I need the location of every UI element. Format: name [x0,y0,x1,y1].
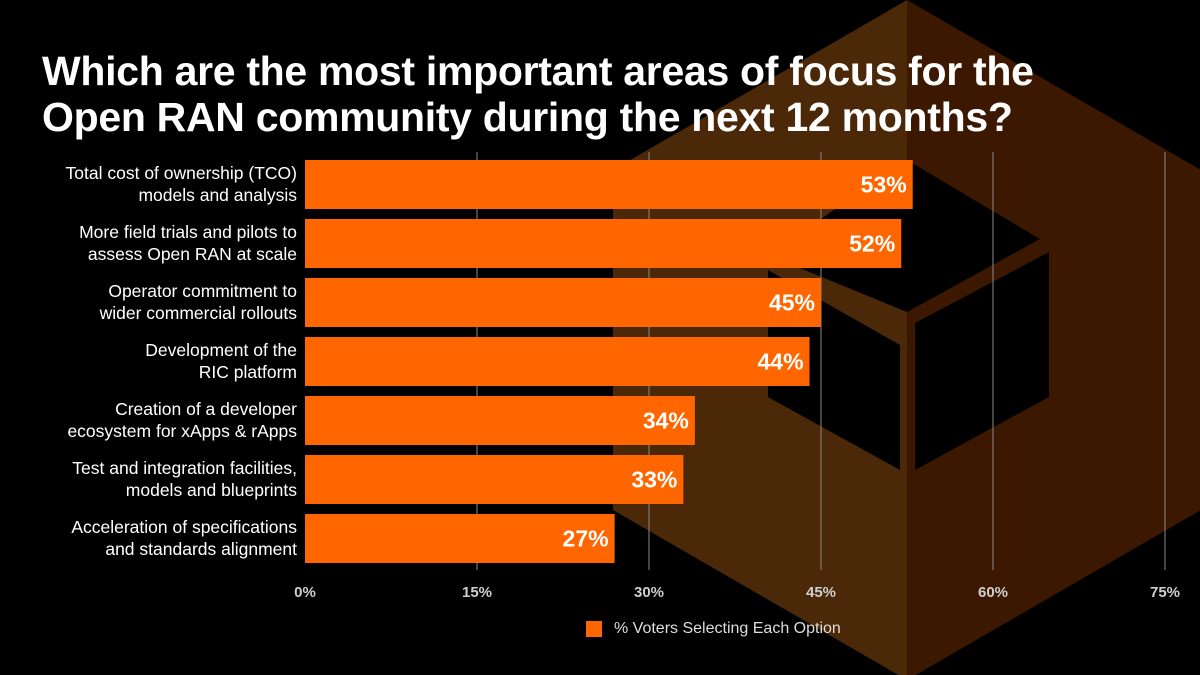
legend-swatch [586,621,602,637]
x-tick-label: 30% [634,584,664,601]
bar [305,396,695,445]
data-label: 33% [631,467,677,493]
category-label-line: models and blueprints [125,480,297,500]
data-label: 27% [563,526,609,552]
x-tick-label: 60% [978,584,1008,601]
category-label: Operator commitment to wider commercial r… [0,280,297,324]
logo-hexagon-right [907,0,1200,675]
category-label-line: Operator commitment to [108,281,297,301]
legend-label: % Voters Selecting Each Option [614,620,841,637]
category-label: More field trials and pilots to assess Op… [0,221,297,265]
bar [305,160,913,209]
category-label: Acceleration of specifications and standa… [0,516,297,560]
bar [305,337,810,386]
data-label: 44% [757,349,803,375]
bar [305,514,615,563]
x-tick-label: 0% [294,584,316,601]
x-tick-label: 15% [462,584,492,601]
data-label: 45% [769,290,815,316]
category-label-line: Total cost of ownership (TCO) [65,163,297,183]
title-line-1: Which are the most important areas of fo… [42,48,1034,94]
data-label: 34% [643,408,689,434]
category-label-line: Development of the [145,340,297,360]
category-label-line: models and analysis [138,185,297,205]
category-label-line: Creation of a developer [115,399,297,419]
category-label-line: assess Open RAN at scale [87,244,297,264]
x-tick-label: 75% [1150,584,1180,601]
data-label: 53% [861,172,907,198]
category-label: Total cost of ownership (TCO) models and … [0,162,297,206]
category-label: Creation of a developer ecosystem for xAp… [0,398,297,442]
category-label-line: and standards alignment [105,539,297,559]
logo-cube-right [915,252,1049,470]
chart-title: Which are the most important areas of fo… [42,48,1034,140]
category-label-line: Acceleration of specifications [71,517,297,537]
category-label: Test and integration facilities, models a… [0,457,297,501]
category-label-line: Test and integration facilities, [72,458,297,478]
bar [305,455,684,504]
logo-cube-top [768,160,1040,312]
data-label: 52% [849,231,895,257]
title-line-2: Open RAN community during the next 12 mo… [42,94,1013,140]
x-tick-label: 45% [806,584,836,601]
category-label-line: RIC platform [198,362,297,382]
bar [305,278,821,327]
legend: % Voters Selecting Each Option [586,620,841,638]
category-label-line: wider commercial rollouts [99,303,297,323]
bar [305,219,902,268]
category-label-line: More field trials and pilots to [79,222,297,242]
category-label: Development of the RIC platform [0,339,297,383]
category-label-line: ecosystem for xApps & rApps [67,421,297,441]
